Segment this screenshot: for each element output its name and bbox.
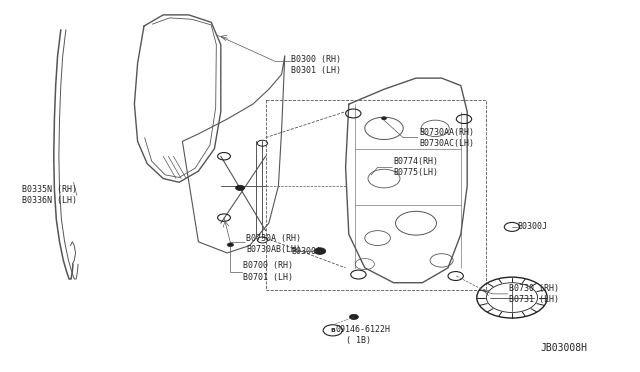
Text: B0730 (RH): B0730 (RH) [509, 284, 559, 293]
Text: B0300A: B0300A [291, 247, 321, 256]
Circle shape [236, 185, 244, 190]
Text: B0701 (LH): B0701 (LH) [243, 273, 293, 282]
Text: B0700 (RH): B0700 (RH) [243, 262, 293, 270]
Text: B0730A (RH): B0730A (RH) [246, 234, 301, 243]
Text: B0775(LH): B0775(LH) [394, 169, 438, 177]
Circle shape [314, 248, 326, 254]
Text: B0301 (LH): B0301 (LH) [291, 66, 341, 75]
Text: B0300J: B0300J [517, 222, 547, 231]
Text: JB03008H: JB03008H [541, 343, 588, 353]
Text: B0730AB(LH): B0730AB(LH) [246, 245, 301, 254]
Circle shape [227, 243, 234, 247]
Text: B: B [330, 328, 335, 333]
Text: B0336N (LH): B0336N (LH) [22, 196, 77, 205]
Circle shape [349, 314, 358, 320]
Text: ( 1B): ( 1B) [346, 336, 371, 345]
Text: B0730AC(LH): B0730AC(LH) [419, 139, 474, 148]
Text: B0731 (LH): B0731 (LH) [509, 295, 559, 304]
Text: B0300 (RH): B0300 (RH) [291, 55, 341, 64]
Text: B0335N (RH): B0335N (RH) [22, 185, 77, 194]
Circle shape [381, 117, 387, 120]
Text: B0730AA(RH): B0730AA(RH) [419, 128, 474, 137]
Text: B0774(RH): B0774(RH) [394, 157, 438, 166]
Text: 09146-6122H: 09146-6122H [336, 325, 391, 334]
